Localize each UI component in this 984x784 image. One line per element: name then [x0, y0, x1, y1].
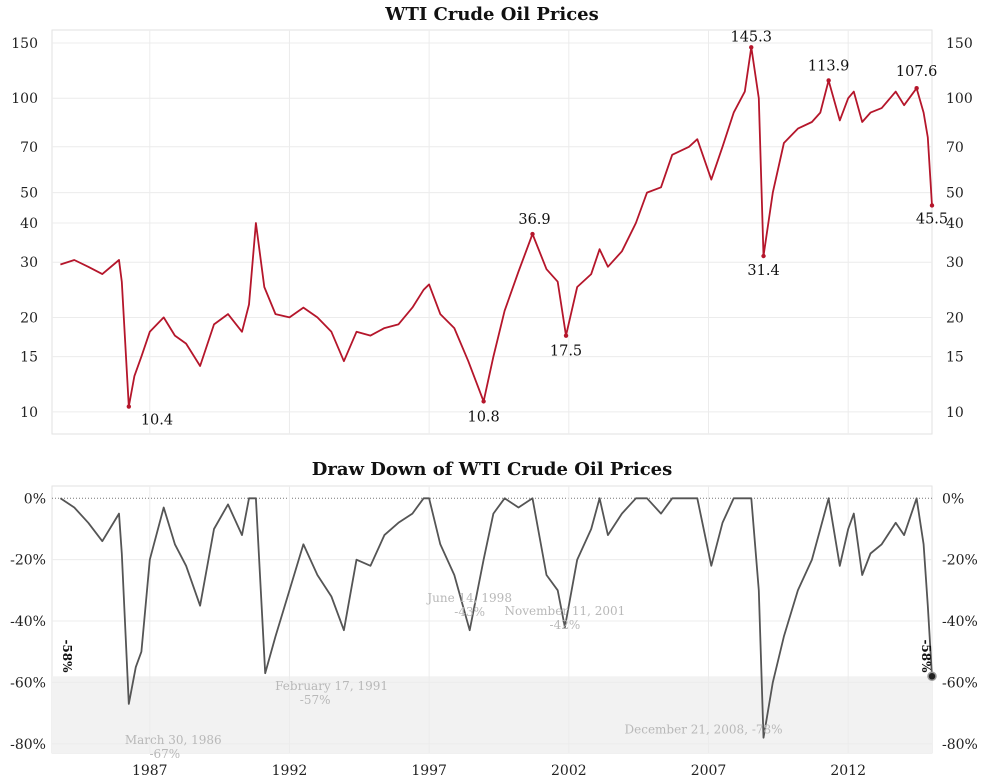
price-annotation: 17.5 [550, 344, 582, 360]
drawdown-current-point [927, 671, 937, 682]
price-extreme-point [481, 399, 486, 404]
price-y-tick-right: 70 [946, 140, 964, 156]
price-extreme-point [749, 45, 754, 50]
price-y-tick-right: 50 [946, 186, 964, 202]
price-extreme-point [126, 404, 132, 409]
price-y-tick-left: 40 [20, 216, 38, 232]
drawdown-annotation: November 11, 2001 [505, 604, 626, 618]
drawdown-annotation: February 17, 1991 [275, 679, 388, 693]
drawdown-y-tick-right: 0% [942, 491, 964, 507]
drawdown-y-tick-left: 0% [24, 491, 46, 507]
price-y-tick-left: 20 [20, 310, 38, 326]
price-annotation: 45.5 [916, 211, 948, 227]
price-series-line [60, 46, 933, 408]
drawdown-y-tick-right: -40% [942, 614, 978, 630]
drawdown-y-tick-right: -20% [942, 553, 978, 569]
drawdown-y-tick-left: -40% [10, 614, 46, 630]
price-extreme-point [929, 203, 935, 208]
price-extreme-point [530, 231, 535, 237]
drawdown-y-tick-right: -60% [942, 675, 978, 691]
price-annotation: 107.6 [896, 64, 938, 80]
price-extreme-point [563, 333, 569, 338]
drawdown-y-tick-left: -20% [10, 553, 46, 569]
drawdown-y-tick-left: -80% [10, 737, 46, 753]
price-annotation: 36.9 [518, 212, 550, 228]
threshold-label-left: -58% [60, 639, 74, 673]
price-y-tick-right: 10 [946, 405, 964, 421]
price-chart: 10 10 15 15 20 20 30 30 40 40 50 50 70 70 100 100 150 150… [11, 29, 973, 435]
price-annotation: 145.3 [730, 29, 772, 45]
x-axis: 1987 1992 1997 2002 2007 2012 [132, 763, 866, 779]
price-extreme-point [761, 253, 766, 259]
x-tick-label: 2012 [830, 763, 866, 779]
drawdown-annotation: March 30, 1986 [125, 733, 222, 747]
price-y-tick-left: 30 [20, 255, 38, 271]
drawdown-chart-title: Draw Down of WTI Crude Oil Prices [312, 459, 673, 480]
x-tick-label: 1997 [411, 763, 447, 779]
price-annotation: 31.4 [747, 263, 779, 279]
price-y-tick-left: 100 [11, 91, 38, 107]
price-y-tick-right: 15 [946, 350, 964, 366]
drawdown-annotation: June 14, 1998 [425, 591, 512, 605]
drawdown-annotation: -67% [149, 747, 180, 761]
drawdown-series-line [59, 497, 933, 739]
price-plot-frame [51, 29, 933, 435]
drawdown-annotation: -43% [454, 605, 485, 619]
price-y-tick-right: 40 [946, 216, 964, 232]
price-y-tick-left: 150 [11, 36, 38, 52]
price-extreme-point [826, 78, 831, 83]
price-y-tick-left: 50 [20, 186, 38, 202]
price-annotation: 10.8 [467, 409, 499, 425]
price-annotation: 10.4 [141, 413, 173, 429]
drawdown-threshold-band [52, 676, 932, 753]
price-y-tick-right: 100 [946, 91, 973, 107]
price-annotation: 113.9 [808, 58, 850, 74]
price-y-tick-right: 150 [946, 36, 973, 52]
drawdown-chart: 0% 0% -20% -20% -40% -40% -60% -60% -80% -80% -58%… [10, 485, 978, 761]
drawdown-y-tick-right: -80% [942, 737, 978, 753]
price-y-tick-right: 30 [946, 255, 964, 271]
price-y-tick-left: 10 [20, 405, 38, 421]
x-tick-label: 2007 [691, 763, 727, 779]
x-tick-label: 2002 [551, 763, 587, 779]
price-y-tick-right: 20 [946, 310, 964, 326]
threshold-label-right: -58% [919, 639, 933, 673]
price-chart-title: WTI Crude Oil Prices [384, 4, 599, 25]
x-tick-label: 1992 [272, 763, 308, 779]
drawdown-annotation: -57% [300, 693, 331, 707]
drawdown-annotation: December 21, 2008, -78% [625, 723, 783, 737]
drawdown-annotation: -42% [550, 618, 581, 632]
price-y-tick-left: 15 [20, 350, 38, 366]
drawdown-y-tick-left: -60% [10, 675, 46, 691]
x-tick-label: 1987 [132, 763, 168, 779]
price-y-tick-left: 70 [20, 140, 38, 156]
price-extreme-point [914, 86, 919, 91]
